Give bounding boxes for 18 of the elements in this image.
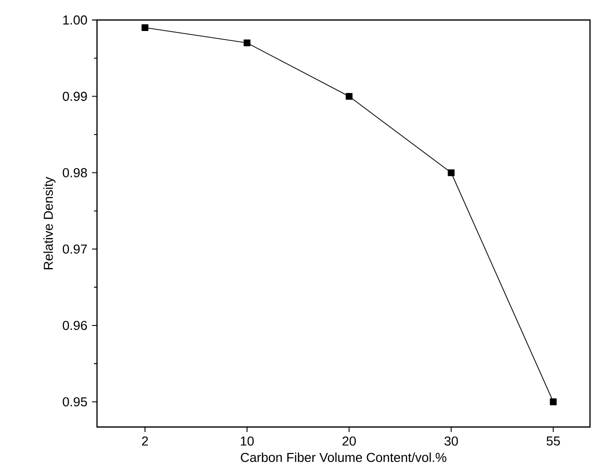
y-tick-label: 0.97 (62, 244, 87, 254)
point (346, 92, 353, 100)
y-tick-label: 0.98 (62, 168, 87, 178)
x-tick-label: 10 (240, 436, 254, 446)
y-tick-label: 0.95 (62, 397, 87, 406)
y-tick-label: 0.99 (62, 92, 87, 101)
x-tick-label: 30 (444, 436, 458, 446)
x-tick-label: 2 (142, 436, 148, 446)
point (142, 24, 148, 32)
x-tick-label: 55 (546, 436, 560, 446)
point (244, 40, 250, 46)
y-axis-title: Relative Density (43, 176, 56, 270)
y-tick-label: 1.00 (63, 15, 87, 25)
y-tick-label: 0.96 (62, 320, 87, 330)
point (550, 398, 557, 406)
point (448, 169, 455, 176)
x-tick-label: 20 (342, 436, 356, 446)
x-axis-title: Carbon Fiber Volume Content/vol.% (240, 452, 446, 462)
